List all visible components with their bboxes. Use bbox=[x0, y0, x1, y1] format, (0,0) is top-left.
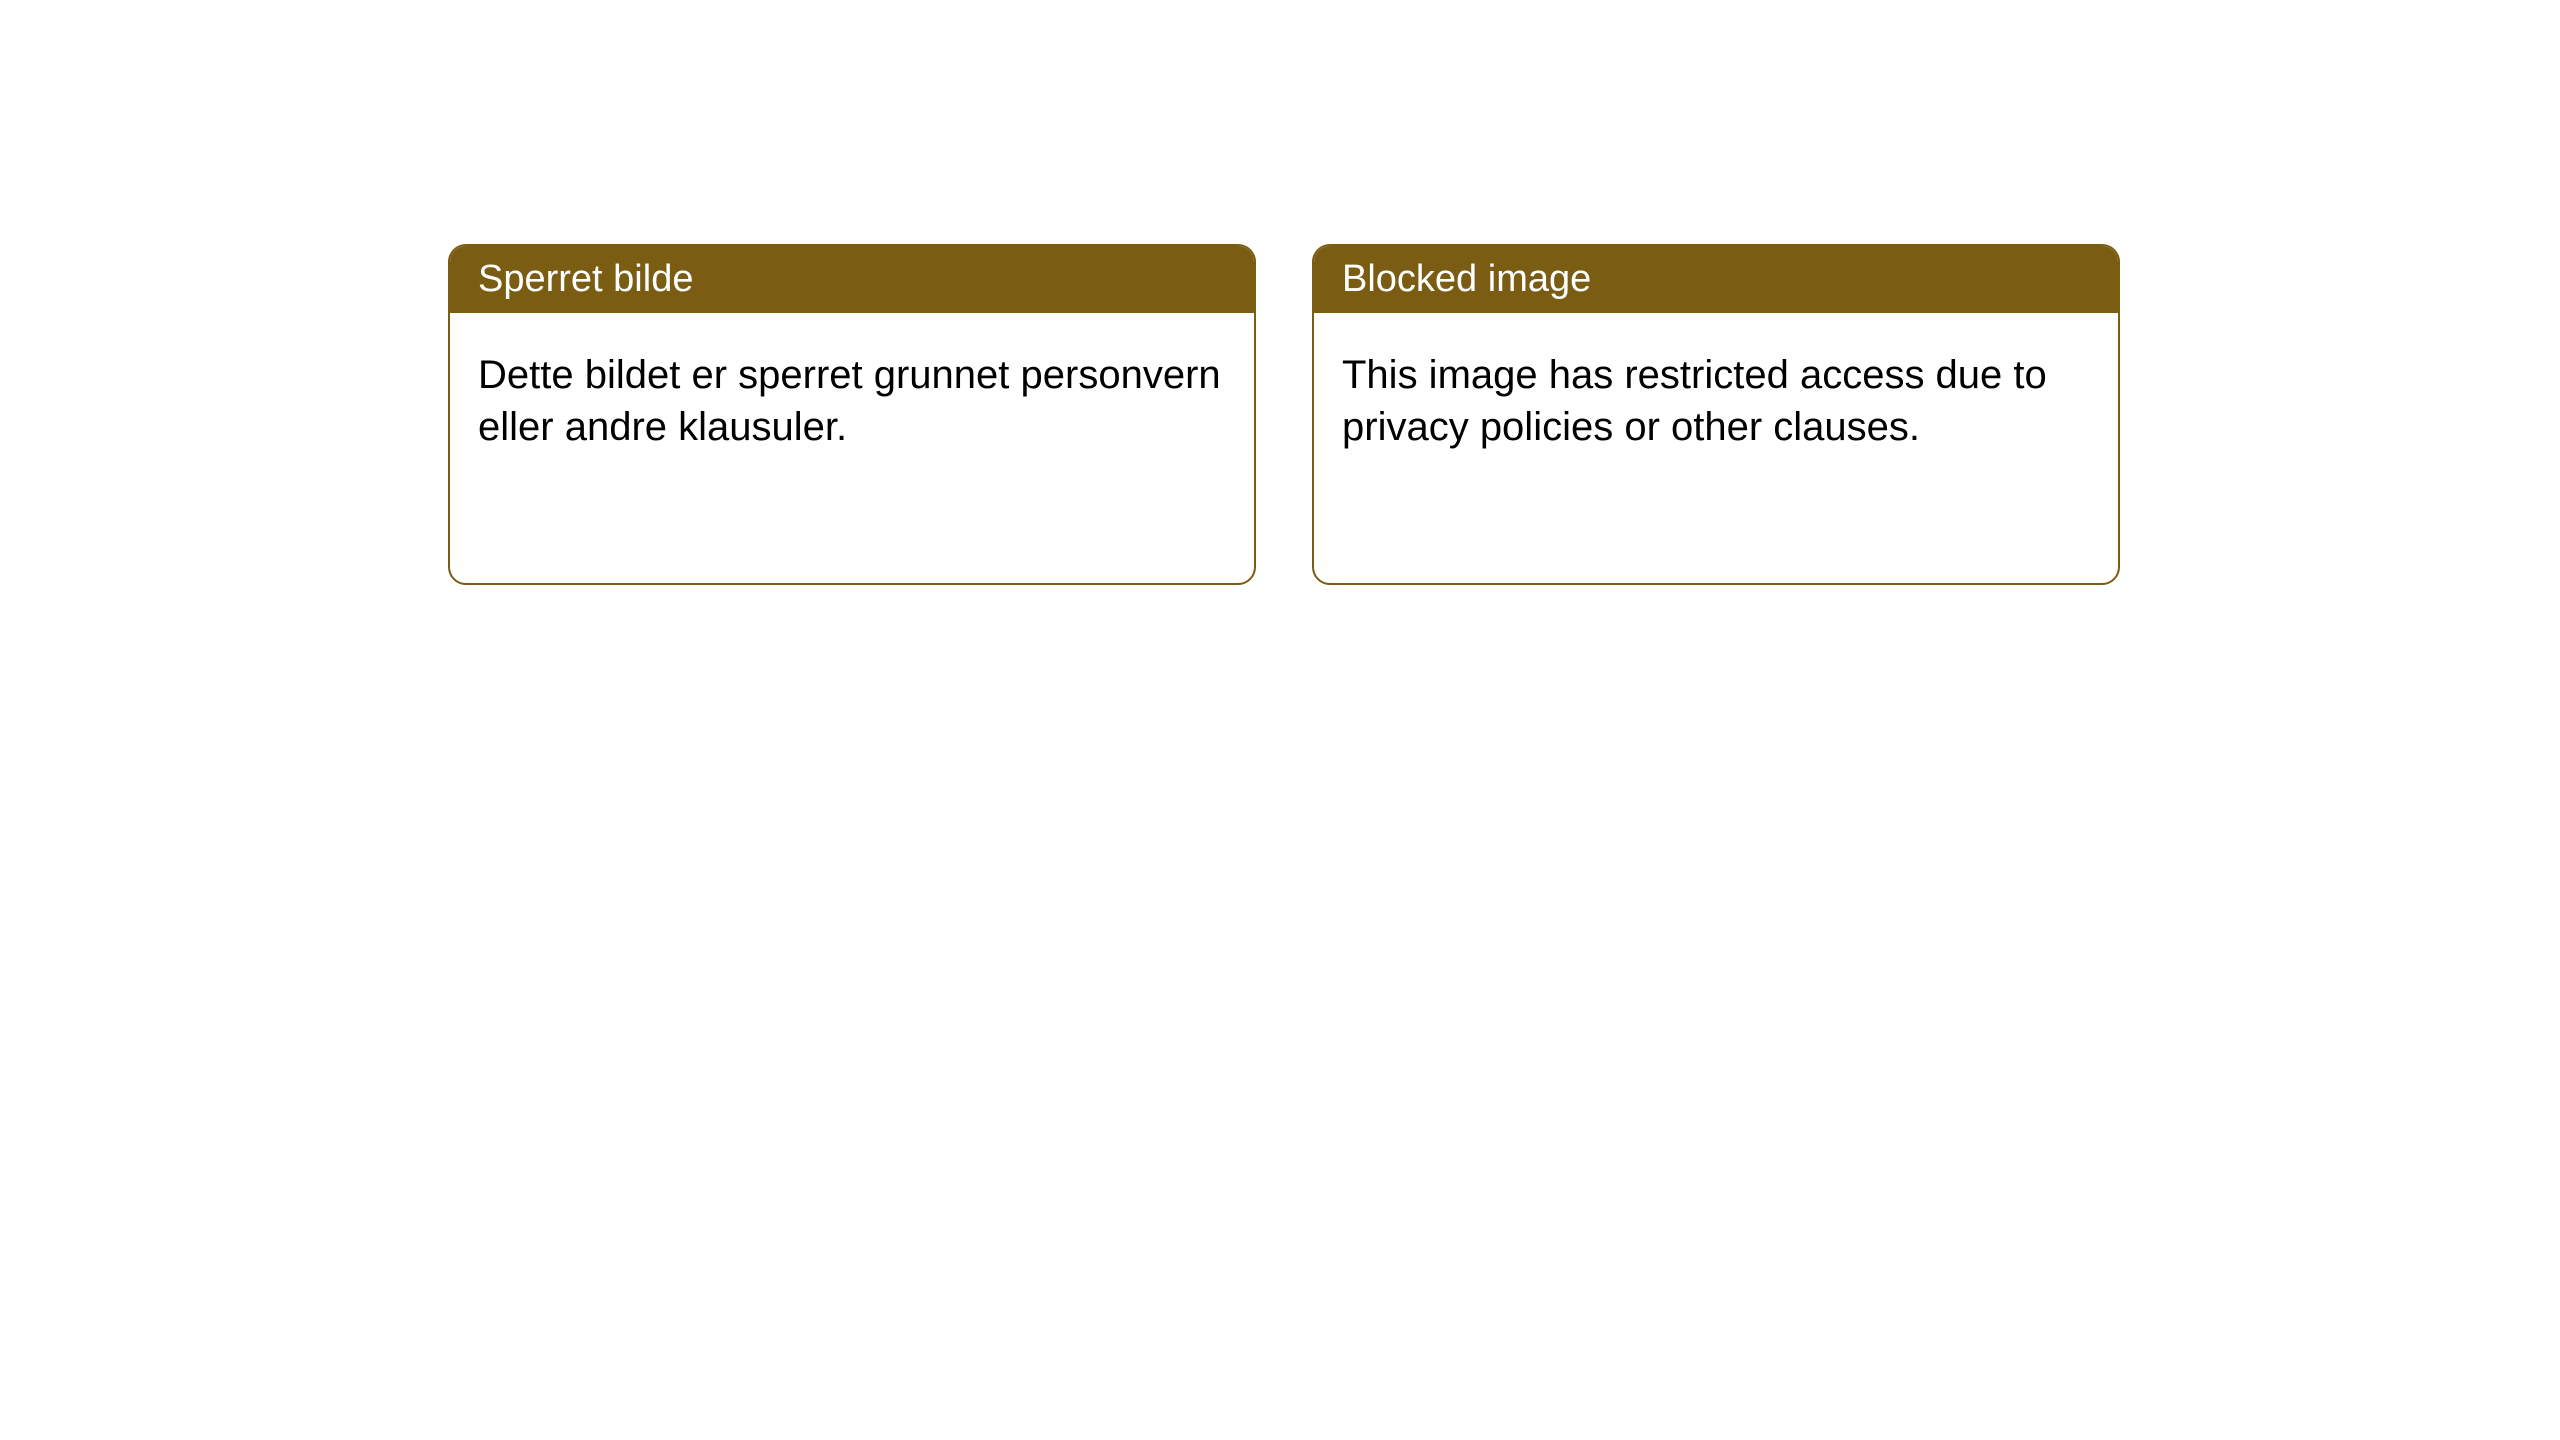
notice-title: Sperret bilde bbox=[450, 246, 1254, 313]
notice-title: Blocked image bbox=[1314, 246, 2118, 313]
notice-card-english: Blocked image This image has restricted … bbox=[1312, 244, 2120, 585]
notice-container: Sperret bilde Dette bildet er sperret gr… bbox=[0, 0, 2560, 585]
notice-body: This image has restricted access due to … bbox=[1314, 313, 2118, 583]
notice-body: Dette bildet er sperret grunnet personve… bbox=[450, 313, 1254, 583]
notice-card-norwegian: Sperret bilde Dette bildet er sperret gr… bbox=[448, 244, 1256, 585]
